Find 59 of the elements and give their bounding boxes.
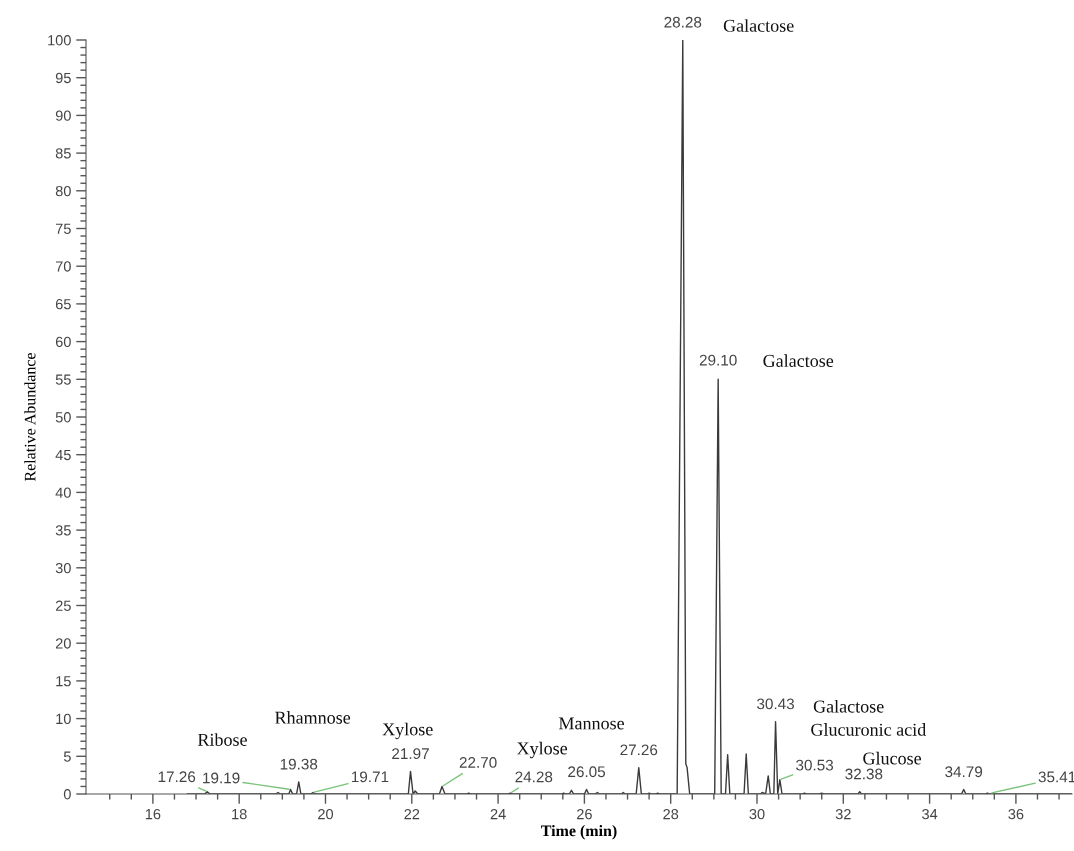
annotation: Galactose [813, 699, 884, 713]
x-tick-label: 28 [663, 808, 679, 820]
y-tick-label: 70 [55, 261, 71, 272]
x-tick-label: 34 [922, 808, 938, 820]
annotation: 30.43 [757, 698, 794, 710]
y-tick-label: 90 [55, 110, 71, 121]
x-tick-label: 20 [318, 808, 334, 820]
x-tick-label: 36 [1008, 808, 1024, 820]
y-tick-label: 15 [56, 676, 71, 687]
x-tick-label: 30 [749, 808, 765, 820]
y-tick-label: 95 [55, 72, 71, 84]
y-tick-label: 100 [48, 35, 71, 46]
annotation: 17.26 [158, 771, 196, 783]
annotation: Ribose [197, 733, 247, 746]
x-tick-label: 16 [145, 808, 161, 820]
y-tick-label: 5 [63, 751, 71, 762]
y-tick-label: 55 [55, 374, 71, 385]
y-tick-label: 0 [63, 789, 71, 800]
y-tick-label: 60 [55, 336, 71, 348]
annotation: 24.28 [515, 771, 553, 783]
y-tick-label: 45 [55, 449, 71, 461]
x-tick-label: 18 [232, 808, 247, 820]
y-tick-label: 75 [55, 223, 71, 234]
y-tick-label: 80 [55, 185, 71, 197]
annotation: 34.79 [945, 766, 983, 778]
annotation: Xylose [516, 741, 568, 759]
y-tick-label: 20 [55, 638, 71, 649]
annotation: Galactose [763, 354, 834, 367]
y-axis-title: Relative Abundance [24, 353, 36, 482]
y-tick-label: 35 [55, 525, 71, 536]
y-tick-label: 25 [55, 600, 71, 611]
annotation: 30.53 [796, 759, 834, 771]
annotation: 21.97 [392, 748, 429, 760]
x-tick-label: 22 [404, 808, 420, 820]
annotation: 19.19 [203, 772, 240, 784]
annotation: 19.71 [351, 771, 389, 783]
annotation: Glucose [863, 751, 922, 765]
annotation: 32.38 [845, 768, 883, 780]
x-tick-label: 26 [577, 808, 592, 820]
x-axis-title: Time (min) [541, 824, 617, 840]
annotation: 28.28 [664, 16, 702, 28]
annotation: Galactose [723, 19, 794, 32]
annotation: 26.05 [568, 766, 606, 778]
annotation: Glucuronic acid [811, 723, 927, 736]
annotation: 29.10 [699, 354, 737, 366]
annotation: Rhamnose [275, 711, 351, 724]
annotation: 19.38 [280, 758, 318, 770]
y-tick-label: 30 [55, 562, 71, 574]
y-tick-label: 40 [55, 487, 71, 498]
annotation: 27.26 [620, 744, 658, 756]
x-tick-label: 24 [490, 808, 506, 820]
annotation: Xylose [382, 722, 433, 740]
y-tick-label: 10 [56, 713, 71, 725]
y-tick-label: 65 [55, 299, 71, 310]
annotation: Mannose [558, 717, 625, 730]
x-tick-label: 32 [835, 808, 851, 820]
annotation: 22.70 [459, 757, 497, 768]
y-tick-label: 50 [55, 412, 71, 423]
y-tick-label: 85 [55, 148, 71, 159]
